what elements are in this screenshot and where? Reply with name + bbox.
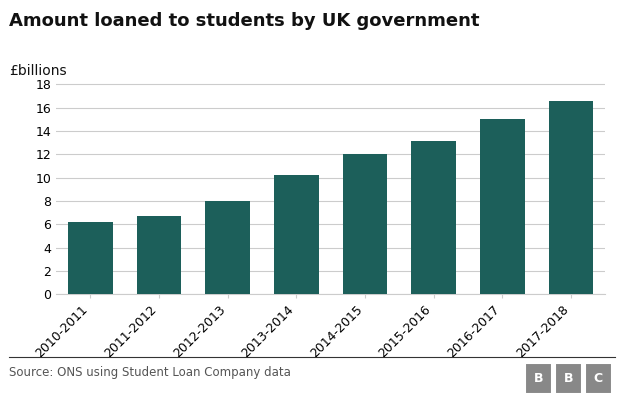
FancyBboxPatch shape [525, 363, 552, 395]
Bar [343, 154, 388, 294]
Text: B: B [534, 372, 544, 385]
FancyBboxPatch shape [585, 363, 612, 395]
Bar [205, 201, 250, 294]
Bar [480, 119, 525, 294]
Bar [274, 175, 319, 294]
Text: £billions: £billions [9, 64, 67, 79]
Bar [68, 222, 113, 294]
Text: B: B [563, 372, 573, 385]
Text: Amount loaned to students by UK government: Amount loaned to students by UK governme… [9, 12, 480, 30]
Bar [411, 141, 456, 294]
Text: C: C [594, 372, 603, 385]
Text: Source: ONS using Student Loan Company data: Source: ONS using Student Loan Company d… [9, 366, 291, 379]
Bar [137, 216, 182, 294]
FancyBboxPatch shape [555, 363, 582, 395]
Bar [548, 100, 593, 294]
